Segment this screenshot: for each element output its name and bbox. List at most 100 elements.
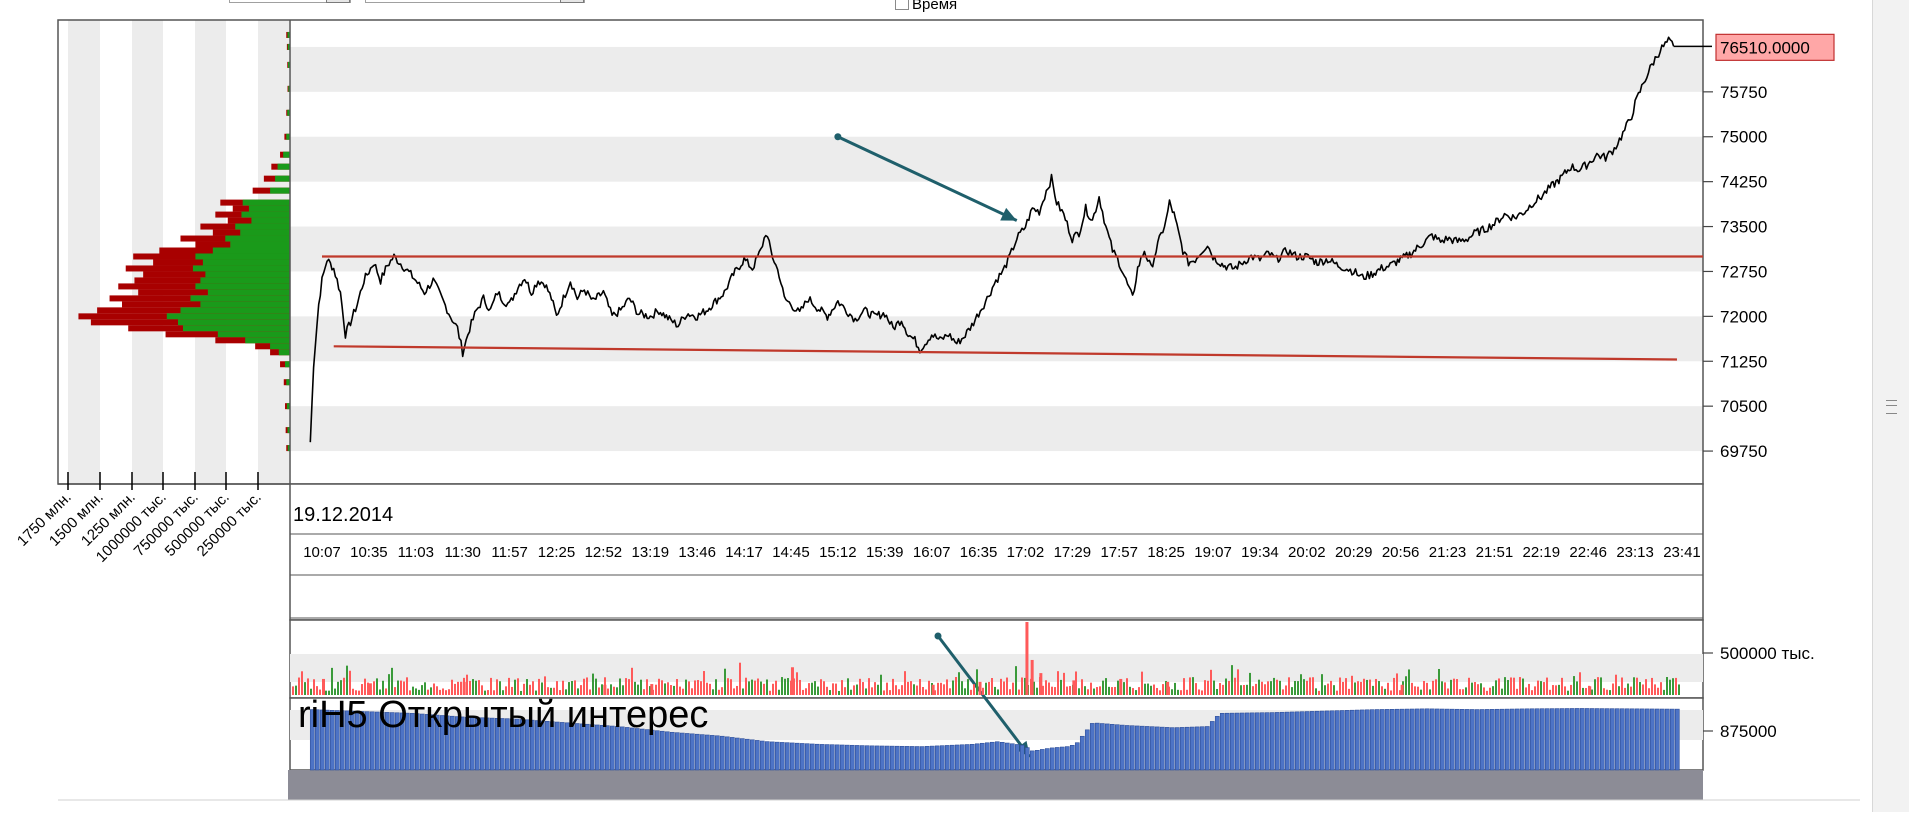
oi-bar	[1599, 708, 1605, 771]
volume-bar	[916, 685, 918, 695]
profile-bar-part	[287, 445, 290, 452]
volume-bar	[298, 677, 300, 695]
time-tick-label: 15:12	[819, 544, 857, 561]
oi-bar	[1584, 708, 1590, 771]
volume-bar	[1537, 680, 1539, 695]
volume-bar	[382, 680, 384, 695]
volume-bar	[694, 680, 696, 695]
volume-bar	[1171, 689, 1173, 695]
time-toggle[interactable]: Время	[895, 0, 957, 14]
volume-bar	[868, 678, 870, 695]
oi-bar	[994, 741, 1000, 771]
oi-bar	[1454, 708, 1460, 771]
volume-bar	[1357, 681, 1359, 695]
oi-bar	[469, 717, 475, 771]
profile-bar-part	[195, 283, 290, 290]
price-tick-label: 74250	[1720, 173, 1767, 192]
oi-bar	[1064, 746, 1070, 771]
volume-bar	[1444, 682, 1446, 695]
volume-bar	[1279, 680, 1281, 695]
volume-bar	[1225, 678, 1227, 695]
scrollbar-grip-icon[interactable]	[1886, 400, 1897, 414]
profile-bar-part	[283, 151, 290, 158]
volume-bar	[1144, 683, 1146, 695]
oi-bar	[1169, 727, 1175, 771]
volume-bar	[553, 687, 555, 695]
oi-bar	[1349, 709, 1355, 771]
oi-bar	[774, 741, 780, 771]
oi-bar	[684, 733, 690, 771]
oi-bar	[1139, 725, 1145, 771]
last-price-box	[1715, 33, 1835, 61]
volume-bar	[829, 690, 831, 695]
volume-bar	[538, 678, 540, 695]
volume-bar	[442, 688, 444, 695]
price-tick-label: 70500	[1720, 397, 1767, 416]
volume-bar	[823, 681, 825, 695]
oi-bar	[1194, 726, 1200, 771]
header-instrument-field[interactable]	[365, 0, 585, 3]
oi-bar	[609, 725, 615, 771]
oi-bar	[539, 720, 545, 771]
volume-bar	[1081, 679, 1083, 695]
volume-bar	[1420, 689, 1422, 695]
volume-bar	[1048, 682, 1050, 695]
oi-bar	[1204, 726, 1210, 771]
volume-bar	[1006, 677, 1008, 695]
volume-bar	[379, 689, 381, 695]
oi-bar	[1124, 725, 1130, 771]
oi-bar	[1534, 708, 1540, 771]
volume-bar	[1300, 674, 1302, 695]
oi-bar	[319, 709, 325, 771]
volume-bar	[940, 682, 942, 695]
oi-bar	[564, 722, 570, 771]
volume-bar	[955, 677, 957, 695]
price-band	[290, 316, 1703, 362]
vertical-scrollbar[interactable]	[1872, 0, 1909, 812]
oi-tick-label: 875000	[1720, 722, 1777, 741]
oi-bar	[709, 735, 715, 771]
volume-bar	[409, 690, 411, 695]
oi-bar	[1499, 708, 1505, 771]
time-tick-label: 11:30	[444, 544, 480, 561]
volume-bar	[340, 680, 342, 695]
profile-bar-part	[275, 175, 290, 182]
volume-bar	[598, 687, 600, 695]
oi-bar	[1474, 709, 1480, 771]
volume-bar	[616, 687, 618, 695]
volume-bar	[1015, 666, 1017, 695]
oi-bar	[1184, 726, 1190, 771]
volume-bar	[1222, 684, 1224, 695]
volume-bar	[826, 686, 828, 695]
oi-bar	[959, 744, 965, 771]
volume-spike	[1588, 686, 1592, 695]
volume-bar	[1000, 678, 1002, 695]
price-tick-label: 72750	[1720, 262, 1767, 281]
volume-bar	[1111, 687, 1113, 695]
volume-bar	[568, 682, 570, 695]
price-annotation-arrow-shaft	[837, 135, 1018, 222]
oi-bar	[489, 717, 495, 771]
oi-bar	[889, 745, 895, 771]
oi-bar	[1129, 725, 1135, 771]
oi-bar	[1164, 727, 1170, 771]
volume-spike	[462, 681, 466, 695]
time-checkbox[interactable]	[895, 0, 909, 10]
volume-bar	[373, 681, 375, 695]
header-date-field[interactable]	[229, 0, 351, 3]
volume-bar	[763, 683, 765, 695]
profile-band	[68, 20, 100, 484]
volume-bar	[1096, 687, 1098, 695]
oi-bar	[524, 719, 530, 771]
volume-bar	[376, 678, 378, 695]
volume-bar	[412, 686, 414, 695]
time-tick-label: 12:25	[538, 544, 576, 561]
oi-bar	[1054, 747, 1060, 771]
oi-bar	[474, 717, 480, 771]
header-instrument-dropdown-button[interactable]	[560, 0, 584, 3]
volume-bar	[1129, 686, 1131, 695]
oi-bar	[854, 745, 860, 771]
header-date-dropdown-button[interactable]	[326, 0, 350, 3]
volume-bar	[448, 689, 450, 695]
